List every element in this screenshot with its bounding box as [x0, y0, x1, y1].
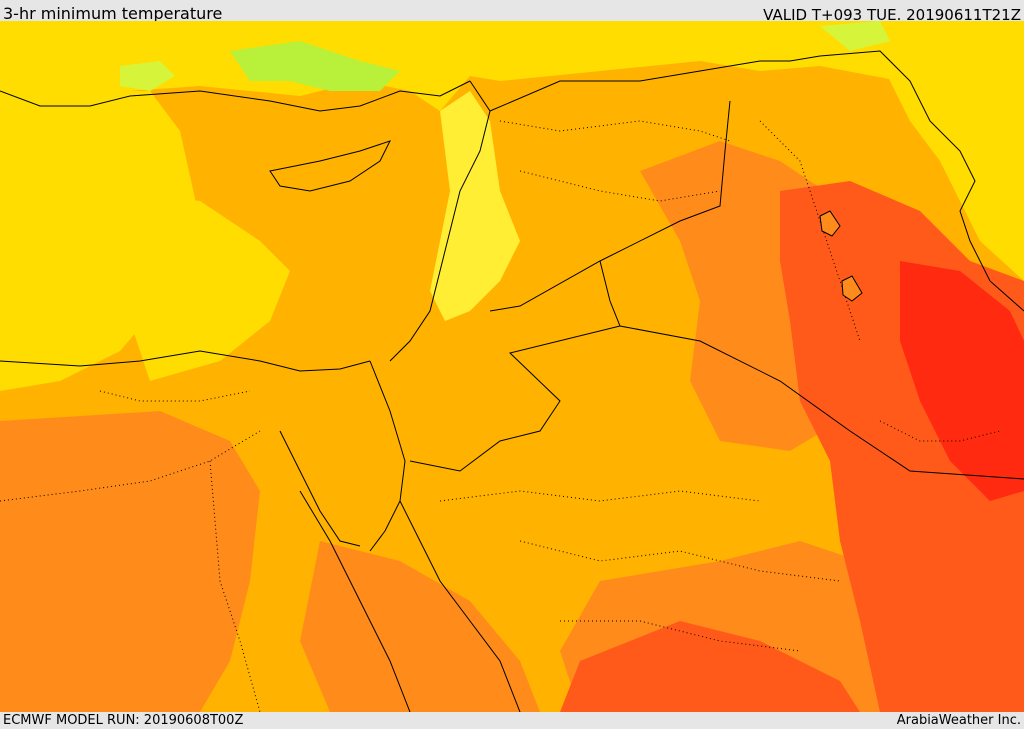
header-bar: 3-hr minimum temperature VALID T+093 TUE… [0, 0, 1024, 24]
sinai-west [279, 430, 361, 547]
admin-line-9 [879, 420, 1001, 442]
levant-coast [389, 80, 491, 362]
south-west-hot [0, 411, 260, 712]
footer-bar: ECMWF MODEL RUN: 20190608T00Z ArabiaWeat… [0, 712, 1024, 729]
red-sea-east [399, 500, 521, 712]
saudi-jordan-border [409, 325, 621, 472]
admin-lines [0, 120, 1001, 712]
admin-line-10 [99, 390, 251, 402]
gulf-of-aqaba-west [369, 360, 406, 552]
hottest-core [900, 261, 1024, 501]
admin-line-6 [519, 540, 841, 582]
cool-spot-east [820, 21, 890, 51]
northeast-band [880, 61, 1024, 281]
south-central-hot [300, 541, 540, 712]
cool-spot-north [230, 41, 400, 91]
egypt-coast [0, 350, 371, 372]
valid-time-label: VALID T+093 TUE. 20190611T21Z [763, 6, 1021, 24]
southeast-very-hot [560, 621, 860, 712]
admin-line-7 [560, 620, 801, 652]
admin-line-1 [499, 120, 731, 142]
north-coastline [0, 80, 471, 112]
central-sea-field [130, 191, 290, 381]
admin-line-2 [519, 170, 721, 202]
admin-line-5 [439, 490, 761, 502]
red-sea-west [299, 490, 411, 712]
lake-2 [841, 275, 863, 302]
northeast-border [819, 50, 1024, 312]
temperature-map[interactable] [0, 21, 1024, 712]
lake-1 [819, 210, 841, 237]
syria-border-east [489, 100, 731, 312]
admin-line-4 [209, 460, 261, 712]
cool-spot-west [120, 61, 175, 91]
admin-line-8 [759, 120, 861, 342]
levant-strip [430, 91, 520, 321]
jordan-border [599, 260, 1024, 480]
map-title: 3-hr minimum temperature [3, 4, 223, 23]
credit-label: ArabiaWeather Inc. [896, 713, 1021, 728]
model-run-label: ECMWF MODEL RUN: 20190608T00Z [3, 713, 244, 728]
cyprus-outline [269, 140, 391, 192]
syria-iraq-border [489, 55, 821, 112]
map-canvas [0, 21, 1024, 712]
borders [0, 50, 1024, 712]
